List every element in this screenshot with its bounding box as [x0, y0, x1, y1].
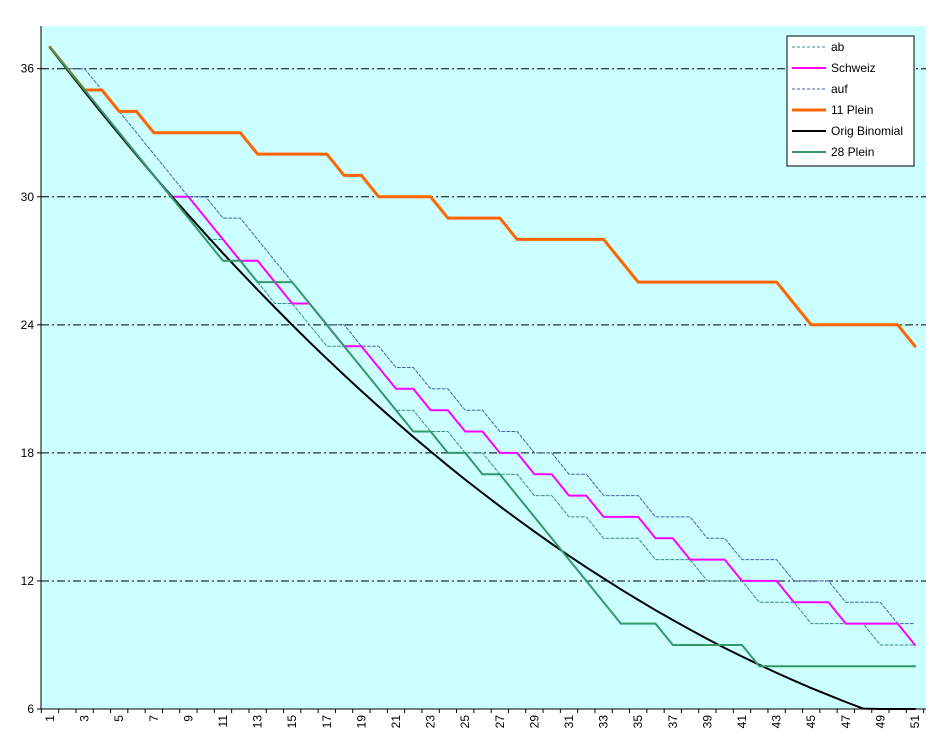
series-lines	[48, 45, 917, 710]
legend: ab Schweiz auf 11 Plein Orig Binomial 28 Plei…	[786, 35, 915, 167]
x-tick-label: 21	[389, 715, 403, 729]
x-tick-label: 37	[666, 715, 680, 729]
legend-label: 28 Plein	[831, 145, 874, 159]
legend-box	[786, 35, 915, 167]
legend-label: Orig Binomial	[831, 124, 903, 138]
x-tick-label: 25	[458, 715, 472, 729]
x-tick-label: 27	[493, 715, 507, 729]
x-tick-label: 19	[354, 715, 368, 729]
x-tick-label: 41	[735, 715, 749, 729]
x-tick-label: 17	[320, 715, 334, 729]
x-tick-label: 3	[78, 715, 92, 722]
x-tick-label: 39	[700, 715, 714, 729]
y-tick-label: 18	[21, 446, 35, 460]
x-tick-label: 9	[181, 715, 195, 722]
x-tick-label: 35	[631, 715, 645, 729]
x-tick-label: 13	[251, 715, 265, 729]
x-tick-label: 43	[770, 715, 784, 729]
x-tick-label: 49	[873, 715, 887, 729]
x-tick-label: 7	[147, 715, 161, 722]
y-tick-label: 24	[21, 318, 35, 332]
x-tick-label: 29	[527, 715, 541, 729]
legend-label: auf	[831, 82, 848, 96]
y-tick-label: 30	[21, 190, 35, 204]
x-tick-label: 33	[597, 715, 611, 729]
series-line-11-plein	[48, 45, 917, 348]
x-tick-label: 5	[112, 715, 126, 722]
series-line-ab	[49, 46, 916, 646]
legend-label: Schweiz	[831, 61, 876, 75]
y-tick-label: 12	[21, 574, 35, 588]
x-tick-label: 1	[43, 715, 57, 722]
x-tick-label: 31	[562, 715, 576, 729]
x-tick-label: 51	[908, 715, 922, 729]
series-line-orig-binomial	[49, 46, 916, 710]
y-tick-label: 6	[27, 702, 34, 716]
x-tick-label: 11	[216, 715, 230, 728]
series-line-28-plein	[49, 46, 916, 668]
series-line-auf	[49, 46, 916, 625]
x-tick-label: 47	[839, 715, 853, 729]
x-tick-label: 15	[285, 715, 299, 729]
legend-label: ab	[831, 40, 845, 54]
x-tick-label: 23	[424, 715, 438, 729]
plot-background	[41, 26, 926, 709]
series-line-schweiz	[49, 46, 916, 646]
x-tick-label: 45	[804, 715, 818, 729]
legend-label: 11 Plein	[831, 103, 873, 117]
y-tick-label: 36	[21, 62, 35, 76]
